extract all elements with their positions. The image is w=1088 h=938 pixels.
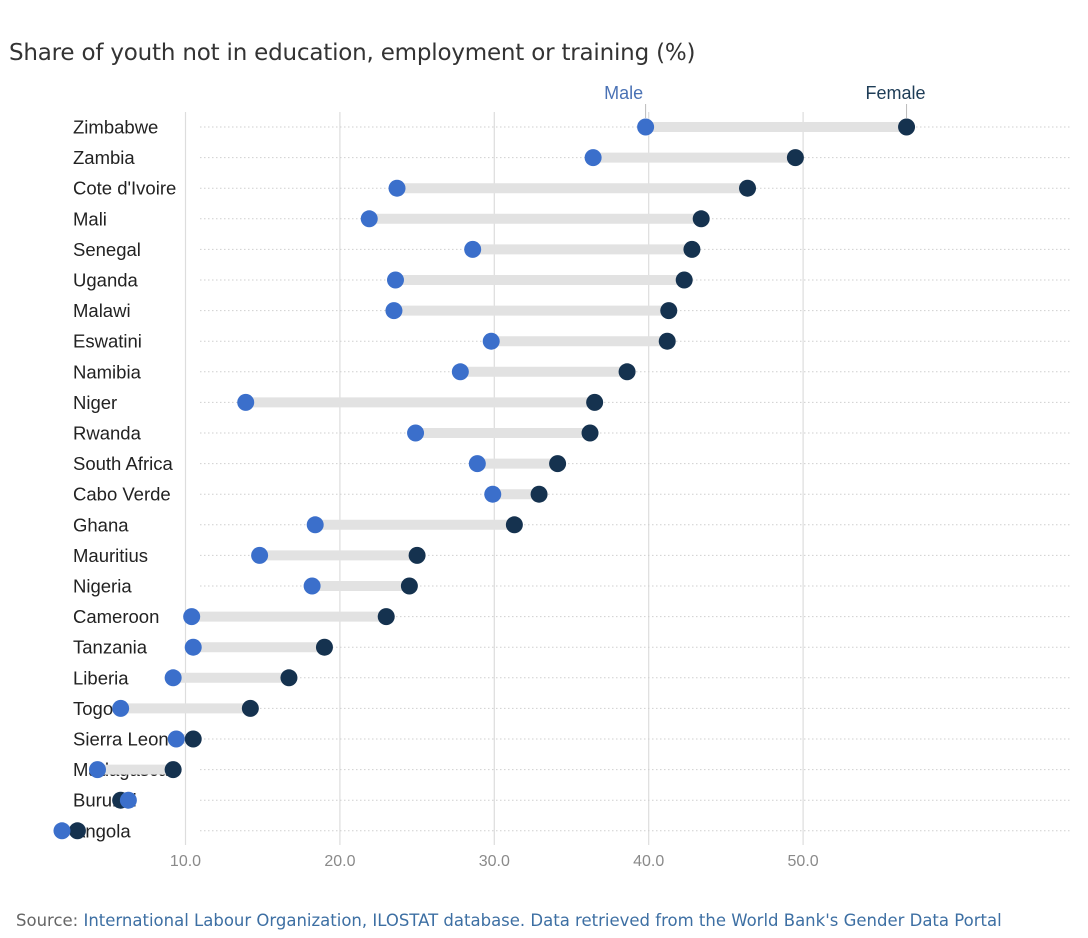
country-label: Mali xyxy=(73,208,107,229)
female-point xyxy=(408,546,426,564)
female-point xyxy=(280,669,298,687)
female-point xyxy=(530,485,548,503)
male-point xyxy=(306,516,324,534)
male-point xyxy=(385,302,403,320)
female-point xyxy=(184,730,202,748)
female-point xyxy=(658,332,676,350)
country-label: Tanzania xyxy=(73,637,148,658)
country-label: Ghana xyxy=(73,514,129,535)
country-label: Angola xyxy=(73,820,131,841)
male-point xyxy=(360,210,378,228)
country-label: Uganda xyxy=(73,270,139,291)
source-prefix: Source: xyxy=(16,911,84,930)
male-point xyxy=(251,546,269,564)
female-point xyxy=(683,240,701,258)
x-tick-label: 20.0 xyxy=(324,853,355,870)
female-point xyxy=(400,577,418,595)
male-point xyxy=(164,669,182,687)
male-point xyxy=(484,485,502,503)
female-point xyxy=(377,608,395,626)
female-point xyxy=(505,516,523,534)
male-point xyxy=(637,118,655,136)
country-label: South Africa xyxy=(73,453,173,474)
x-tick-label: 50.0 xyxy=(788,853,819,870)
country-label: Togo xyxy=(73,698,113,719)
male-point xyxy=(451,363,469,381)
female-point xyxy=(898,118,916,136)
male-point xyxy=(388,179,406,197)
country-label: Liberia xyxy=(73,667,129,688)
legend-female-label: Female xyxy=(866,83,926,103)
female-point xyxy=(164,761,182,779)
country-label: Namibia xyxy=(73,361,142,382)
country-label: Zambia xyxy=(73,147,135,168)
female-point xyxy=(581,424,599,442)
source-note: Source: International Labour Organizatio… xyxy=(16,911,1002,930)
female-point xyxy=(786,149,804,167)
male-point xyxy=(386,271,404,289)
country-label: Mauritius xyxy=(73,545,148,566)
male-point xyxy=(112,699,130,717)
male-point xyxy=(482,332,500,350)
legend-layer: Male Female xyxy=(604,83,926,118)
male-point xyxy=(183,608,201,626)
male-point xyxy=(584,149,602,167)
x-tick-label: 10.0 xyxy=(170,853,201,870)
male-point xyxy=(184,638,202,656)
female-point xyxy=(549,455,567,473)
male-point xyxy=(407,424,425,442)
male-point xyxy=(303,577,321,595)
country-label: Malawi xyxy=(73,300,131,321)
country-label: Eswatini xyxy=(73,331,142,352)
x-tick-label: 30.0 xyxy=(479,853,510,870)
country-label: Nigeria xyxy=(73,576,132,597)
female-point xyxy=(315,638,333,656)
male-point xyxy=(167,730,185,748)
country-label: Senegal xyxy=(73,239,141,260)
female-point xyxy=(241,699,259,717)
country-label: Cote d'Ivoire xyxy=(73,178,176,199)
female-point xyxy=(68,822,86,840)
male-point xyxy=(53,822,71,840)
female-point xyxy=(618,363,636,381)
female-point xyxy=(675,271,693,289)
country-label: Rwanda xyxy=(73,423,142,444)
male-point xyxy=(464,240,482,258)
grid-layer xyxy=(184,112,804,845)
x-tick-label: 40.0 xyxy=(633,853,664,870)
female-point xyxy=(692,210,710,228)
male-point xyxy=(88,761,106,779)
male-point xyxy=(468,455,486,473)
legend-male-label: Male xyxy=(604,83,643,103)
male-point xyxy=(237,393,255,411)
female-point xyxy=(586,393,604,411)
chart-title: Share of youth not in education, employm… xyxy=(9,40,696,66)
female-point xyxy=(739,179,757,197)
country-label: Cabo Verde xyxy=(73,484,171,505)
country-label: Sierra Leone xyxy=(73,729,179,750)
row-layer: Zimbabwe Zambia Cote d'Ivoire Mali Senegal Ug… xyxy=(53,117,1070,841)
male-point xyxy=(119,791,137,809)
tick-layer: 10.0 20.0 30.0 40.0 50.0 xyxy=(170,853,819,870)
source-link[interactable]: International Labour Organization, ILOST… xyxy=(83,911,1002,930)
country-label: Cameroon xyxy=(73,606,159,627)
female-point xyxy=(660,302,678,320)
country-label: Zimbabwe xyxy=(73,117,158,138)
dumbbell-chart: Zimbabwe Zambia Cote d'Ivoire Mali Senegal Ug… xyxy=(53,83,1070,870)
country-label: Niger xyxy=(73,392,117,413)
